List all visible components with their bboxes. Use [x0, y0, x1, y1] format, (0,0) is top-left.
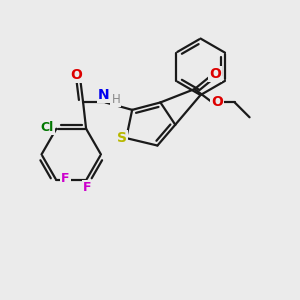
Text: O: O: [209, 67, 221, 81]
Text: S: S: [117, 131, 127, 145]
Text: N: N: [98, 88, 110, 102]
Text: Cl: Cl: [41, 121, 54, 134]
Text: F: F: [83, 181, 92, 194]
Text: O: O: [211, 95, 223, 110]
Text: O: O: [70, 68, 82, 82]
Text: H: H: [111, 93, 120, 106]
Text: F: F: [61, 172, 70, 185]
